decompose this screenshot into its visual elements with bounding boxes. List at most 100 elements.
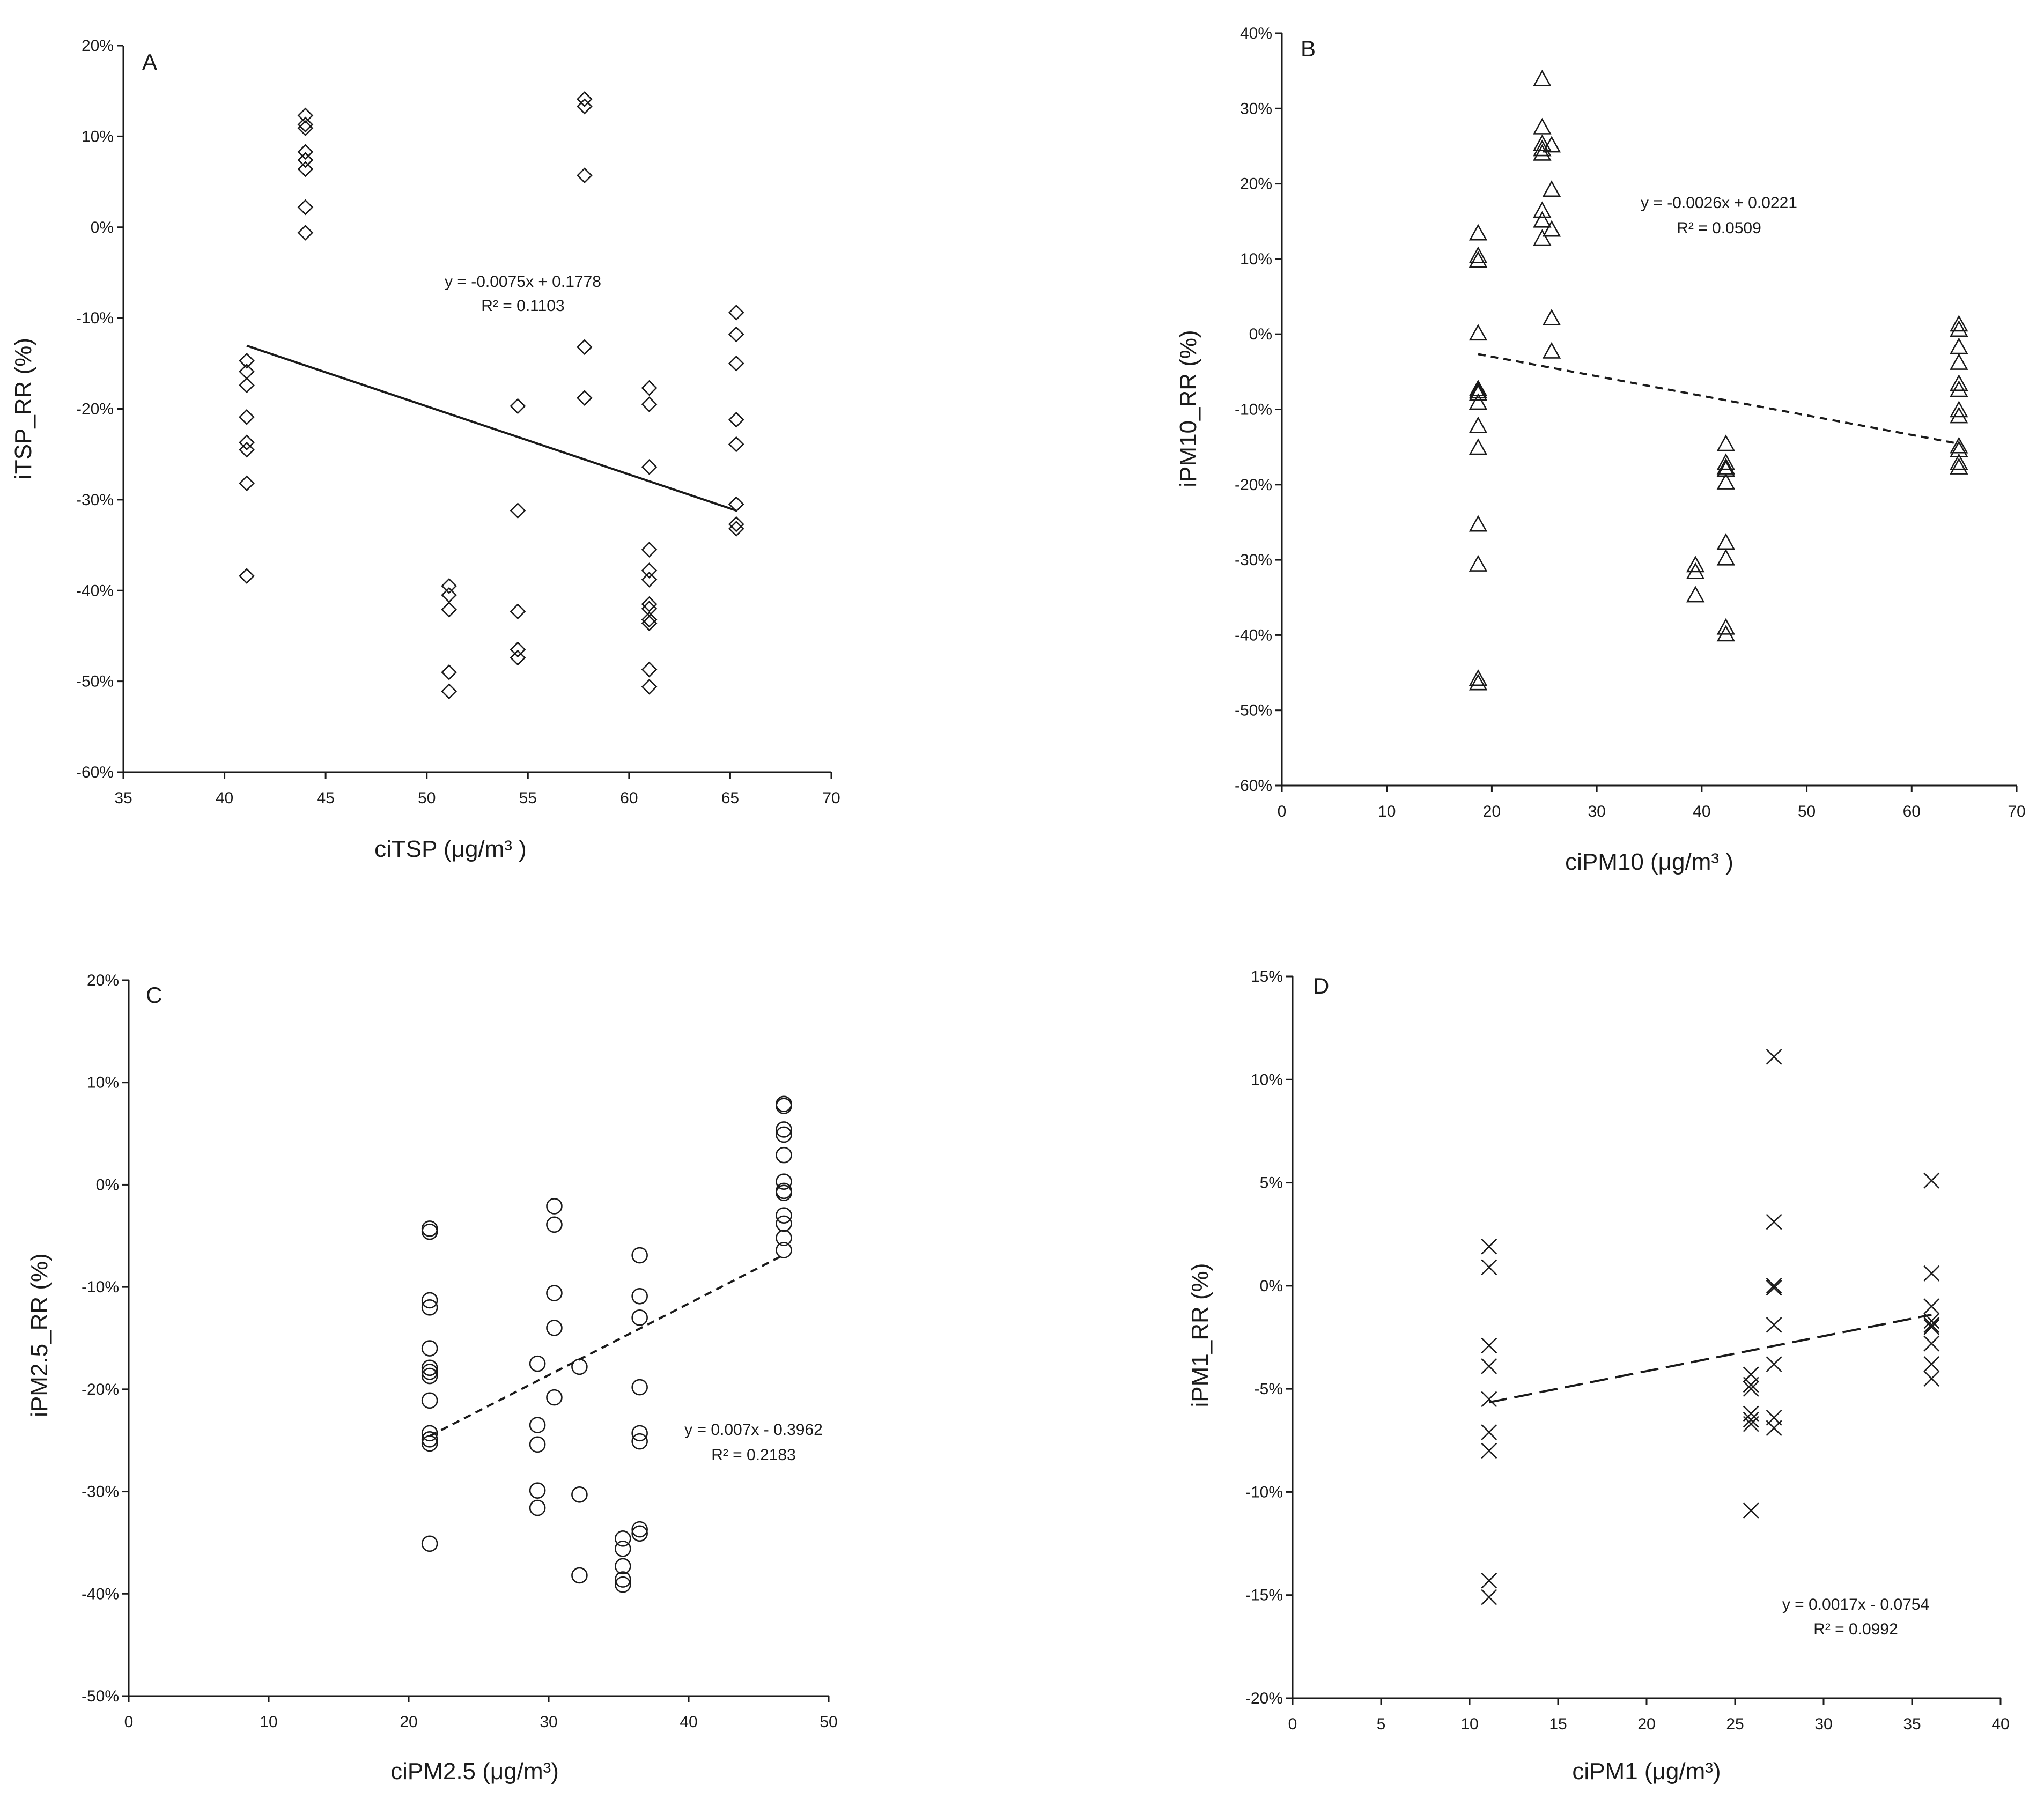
panel-a-point: [577, 339, 593, 356]
panel-b-x-tick-label: 70: [2008, 803, 2025, 820]
panel-c-point: [529, 1499, 546, 1516]
panel-b-y-tick-label: -20%: [1235, 476, 1272, 494]
panel-c-r-squared: R² = 0.2183: [711, 1446, 796, 1464]
panel-b-point: [1533, 69, 1552, 86]
panel-d-point: [1743, 1416, 1759, 1432]
panel-b-point: [1469, 438, 1488, 455]
panel-a-point: [728, 496, 744, 513]
panel-d-point: [1766, 1049, 1782, 1065]
panel-b-y-tick-label: 10%: [1240, 250, 1272, 268]
panel-a-y-tick-label: 20%: [82, 37, 114, 55]
panel-c-y-tick-label: 10%: [87, 1074, 119, 1092]
panel-d-point: [1743, 1502, 1759, 1519]
panel-d-point: [1743, 1381, 1759, 1397]
panel-b-point: [1533, 211, 1552, 228]
panel-c-y-tick-label: -20%: [82, 1381, 119, 1398]
panel-d-point: [1923, 1335, 1940, 1352]
panel-c-point: [546, 1285, 563, 1301]
panel-b-point: [1542, 220, 1561, 237]
panel-a-point: [510, 502, 526, 519]
panel-a-point: [297, 120, 314, 136]
panel-a-point: [728, 305, 744, 321]
panel-a-x-tick-label: 55: [519, 789, 537, 807]
panel-b-point: [1950, 380, 1968, 397]
panel-c-point: [529, 1417, 546, 1433]
panel-a-x-tick-label: 60: [620, 789, 638, 807]
panel-b-point: [1533, 144, 1552, 161]
panel-b-point: [1950, 457, 1968, 475]
panel-c-label: C: [146, 982, 162, 1008]
panel-a-point: [728, 521, 744, 537]
panel-a-point: [577, 98, 593, 115]
panel-c-x-tick-label: 0: [124, 1713, 134, 1731]
panel-d-y-tick-label: 0%: [1260, 1277, 1283, 1295]
panel-d-y-tick-label: 10%: [1251, 1071, 1283, 1089]
panel-b-point: [1533, 201, 1552, 218]
panel-c-point: [529, 1482, 546, 1499]
panel-d-x-tick-label: 5: [1377, 1715, 1386, 1733]
panel-b-x-tick-label: 10: [1378, 803, 1396, 820]
panel-b-y-tick-label: 0%: [1249, 325, 1272, 343]
panel-d-point: [1481, 1337, 1497, 1354]
panel-a-point: [641, 542, 658, 558]
panel-b-r-squared: R² = 0.0509: [1677, 219, 1761, 237]
panel-b-point: [1686, 562, 1705, 579]
panel-a-point: [297, 225, 314, 241]
panel-b-y-tick-label: 30%: [1240, 100, 1272, 117]
panel-b-point: [1716, 453, 1736, 470]
panel-c-point: [631, 1288, 648, 1305]
panel-a-r-squared: R² = 0.1103: [481, 297, 564, 315]
panel-c-x-tick-label: 40: [680, 1713, 697, 1731]
panel-a-y-tick-label: 10%: [82, 128, 114, 145]
panel-d-y-tick-label: 5%: [1260, 1174, 1283, 1192]
panel-c-point: [421, 1535, 438, 1552]
panel-c-point: [631, 1309, 648, 1326]
panel-a-point: [641, 678, 658, 695]
panel-a-y-tick-label: -30%: [76, 491, 114, 509]
panel-a-y-tick-label: -20%: [76, 401, 114, 418]
panel-c-x-tick-label: 10: [260, 1713, 277, 1731]
panel-c-point: [615, 1530, 631, 1547]
panel-d-point: [1743, 1411, 1759, 1428]
panel-d-x-tick-label: 10: [1460, 1715, 1478, 1733]
panel-a-point: [641, 596, 658, 612]
panel-d-trendline: [1488, 1313, 1932, 1404]
panel-d-point: [1923, 1265, 1940, 1282]
panel-a-point: [239, 352, 255, 369]
panel-c-point: [631, 1525, 648, 1542]
panel-c-y-tick-label: -10%: [82, 1278, 119, 1296]
panel-c-point: [421, 1292, 438, 1309]
panel-a-point: [441, 683, 457, 700]
panel-c-point: [571, 1567, 588, 1584]
panel-d-y-axis-title: iPM1_RR (%): [1187, 1263, 1213, 1408]
panel-b-point: [1950, 440, 1968, 457]
panel-d-x-tick-label: 25: [1726, 1715, 1744, 1733]
panel-d-x-tick-label: 15: [1549, 1715, 1567, 1733]
panel-a-point: [297, 152, 314, 168]
panel-d-point: [1481, 1358, 1497, 1374]
panel-a-y-tick-label: 0%: [91, 219, 114, 236]
panel-d-y-tick-label: -10%: [1245, 1483, 1283, 1501]
panel-b-y-tick-label: -10%: [1235, 401, 1272, 419]
panel-c-equation: y = 0.007x - 0.3962: [684, 1421, 823, 1439]
panel-a-point: [641, 661, 658, 678]
panel-a-point: [728, 516, 744, 532]
panel-a-y-tick-label: -50%: [76, 673, 114, 691]
panel-a-x-tick-label: 35: [114, 789, 132, 807]
panel-b-y-tick-label: -30%: [1235, 551, 1272, 569]
panel-b-x-axis-title: ciPM10 (μg/m³ ): [1565, 849, 1733, 875]
panel-b-point: [1469, 251, 1488, 268]
panel-c-point: [546, 1198, 563, 1215]
panel-b-point: [1542, 180, 1561, 197]
panel-d-point: [1923, 1317, 1940, 1333]
panel-a-point: [441, 664, 457, 680]
panel-c-y-tick-label: -30%: [82, 1483, 119, 1501]
panel-b-label: B: [1301, 36, 1316, 61]
panel-c-point: [631, 1425, 648, 1442]
panel-a-y-axis-title: iTSP_RR (%): [10, 338, 36, 479]
panel-a-point: [728, 355, 744, 372]
panel-b-point: [1469, 246, 1488, 263]
panel-b-y-tick-label: 20%: [1240, 175, 1272, 193]
